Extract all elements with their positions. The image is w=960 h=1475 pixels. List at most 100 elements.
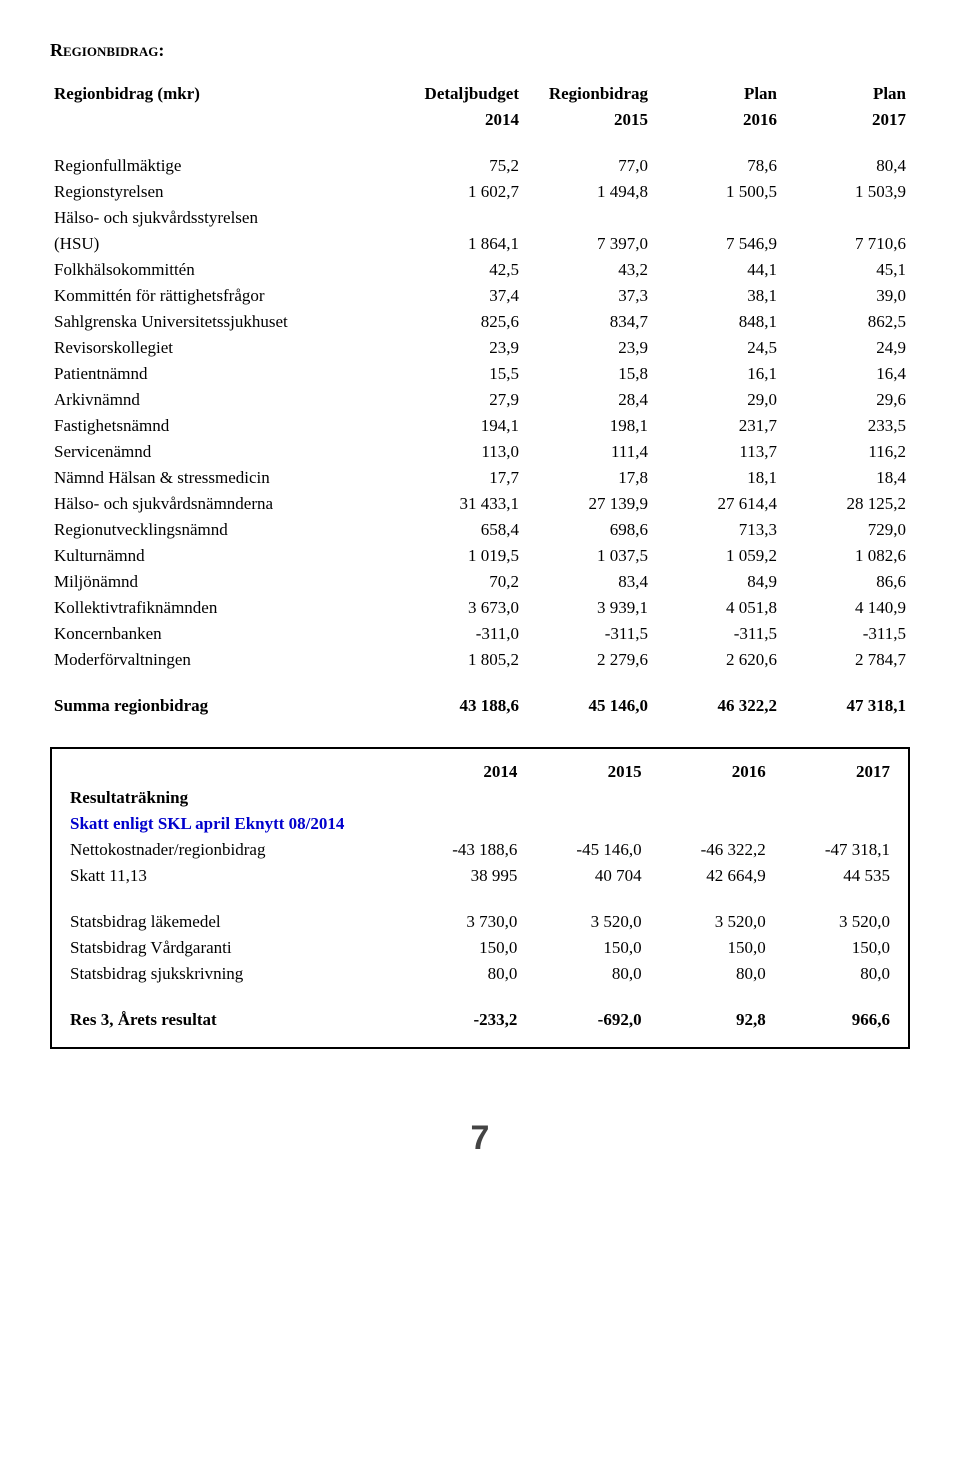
row-label: Regionfullmäktige — [50, 153, 394, 179]
row-value: 77,0 — [523, 153, 652, 179]
row-value: 27 614,4 — [652, 491, 781, 517]
row-value: 38,1 — [652, 283, 781, 309]
row-label: Hälso- och sjukvårdsnämnderna — [50, 491, 394, 517]
sum-v0: 43 188,6 — [394, 693, 523, 719]
row-label: Moderförvaltningen — [50, 647, 394, 673]
row-value: -43 188,6 — [397, 837, 521, 863]
page-number: 7 — [50, 1119, 910, 1158]
row-value: 3 939,1 — [523, 595, 652, 621]
row-value: 233,5 — [781, 413, 910, 439]
sum-v1: 45 146,0 — [523, 693, 652, 719]
table-row: Folkhälsokommittén42,543,244,145,1 — [50, 257, 910, 283]
header-col-2b: 2015 — [523, 107, 652, 133]
resultat-heading-row: Resultaträkning — [66, 785, 894, 811]
row-value: -311,5 — [781, 621, 910, 647]
row-value: 1 500,5 — [652, 179, 781, 205]
row-value: 150,0 — [397, 935, 521, 961]
row-label: Sahlgrenska Universitetssjukhuset — [50, 309, 394, 335]
row-value: 39,0 — [781, 283, 910, 309]
row-value: 2 620,6 — [652, 647, 781, 673]
row-value: 18,4 — [781, 465, 910, 491]
row-value: 80,0 — [770, 961, 894, 987]
row-value: -47 318,1 — [770, 837, 894, 863]
row-value: 29,0 — [652, 387, 781, 413]
row-label: Folkhälsokommittén — [50, 257, 394, 283]
row-value: 42 664,9 — [646, 863, 770, 889]
row-value: 37,4 — [394, 283, 523, 309]
row-value: 28 125,2 — [781, 491, 910, 517]
year-1: 2015 — [521, 759, 645, 785]
row-value: 17,7 — [394, 465, 523, 491]
row-value: -46 322,2 — [646, 837, 770, 863]
row-value: 28,4 — [523, 387, 652, 413]
header-col-1a: Detaljbudget — [394, 81, 523, 107]
table-row: Arkivnämnd27,928,429,029,6 — [50, 387, 910, 413]
row-value: -311,0 — [394, 621, 523, 647]
row-value: 27,9 — [394, 387, 523, 413]
header-col-3b: 2016 — [652, 107, 781, 133]
result-v1: -692,0 — [521, 1007, 645, 1033]
row-value — [781, 205, 910, 231]
result-label: Res 3, Årets resultat — [66, 1007, 397, 1033]
row-value: 78,6 — [652, 153, 781, 179]
table-row: (HSU)1 864,17 397,07 546,97 710,6 — [50, 231, 910, 257]
row-value: 70,2 — [394, 569, 523, 595]
row-value: 825,6 — [394, 309, 523, 335]
row-value — [652, 205, 781, 231]
row-value: 713,3 — [652, 517, 781, 543]
row-value: 698,6 — [523, 517, 652, 543]
table-row: Nettokostnader/regionbidrag-43 188,6-45 … — [66, 837, 894, 863]
row-value: 38 995 — [397, 863, 521, 889]
table-row: Patientnämnd15,515,816,116,4 — [50, 361, 910, 387]
sum-v3: 47 318,1 — [781, 693, 910, 719]
header-col-3a: Plan — [652, 81, 781, 107]
row-value: 75,2 — [394, 153, 523, 179]
result-row: Res 3, Årets resultat -233,2 -692,0 92,8… — [66, 1007, 894, 1033]
row-value: 1 019,5 — [394, 543, 523, 569]
table-row: Statsbidrag Vårdgaranti150,0150,0150,015… — [66, 935, 894, 961]
table-row: Regionutvecklingsnämnd658,4698,6713,3729… — [50, 517, 910, 543]
row-value: 42,5 — [394, 257, 523, 283]
row-value: 80,0 — [521, 961, 645, 987]
table-row: Hälso- och sjukvårdsnämnderna31 433,127 … — [50, 491, 910, 517]
row-value: 40 704 — [521, 863, 645, 889]
row-value: 44,1 — [652, 257, 781, 283]
row-label: Kollektivtrafiknämnden — [50, 595, 394, 621]
row-value: 150,0 — [521, 935, 645, 961]
row-label: Nettokostnader/regionbidrag — [66, 837, 397, 863]
table-row: Statsbidrag läkemedel3 730,03 520,03 520… — [66, 909, 894, 935]
sum-row: Summa regionbidrag 43 188,6 45 146,0 46 … — [50, 693, 910, 719]
row-label: Hälso- och sjukvårdsstyrelsen — [50, 205, 394, 231]
table-row: Regionfullmäktige75,277,078,680,4 — [50, 153, 910, 179]
header-col-4a: Plan — [781, 81, 910, 107]
table-row: Hälso- och sjukvårdsstyrelsen — [50, 205, 910, 231]
years-row: 2014 2015 2016 2017 — [66, 759, 894, 785]
row-label: Servicenämnd — [50, 439, 394, 465]
row-value: 7 546,9 — [652, 231, 781, 257]
row-value: 24,5 — [652, 335, 781, 361]
row-value: 29,6 — [781, 387, 910, 413]
row-value: 4 140,9 — [781, 595, 910, 621]
table-row: Miljönämnd70,283,484,986,6 — [50, 569, 910, 595]
row-value: 658,4 — [394, 517, 523, 543]
row-value: -45 146,0 — [521, 837, 645, 863]
row-label: Statsbidrag sjukskrivning — [66, 961, 397, 987]
row-value: 37,3 — [523, 283, 652, 309]
row-value: 43,2 — [523, 257, 652, 283]
row-label: Statsbidrag läkemedel — [66, 909, 397, 935]
row-value: 1 864,1 — [394, 231, 523, 257]
row-value: 1 082,6 — [781, 543, 910, 569]
skatt-line-row: Skatt enligt SKL april Eknytt 08/2014 — [66, 811, 894, 837]
row-value: 18,1 — [652, 465, 781, 491]
row-value: 23,9 — [523, 335, 652, 361]
table-row: Nämnd Hälsan & stressmedicin17,717,818,1… — [50, 465, 910, 491]
row-label: Regionutvecklingsnämnd — [50, 517, 394, 543]
row-value: 1 503,9 — [781, 179, 910, 205]
table-row: Kommittén för rättighetsfrågor37,437,338… — [50, 283, 910, 309]
row-value: 16,1 — [652, 361, 781, 387]
row-value: 848,1 — [652, 309, 781, 335]
table-row: Kollektivtrafiknämnden3 673,03 939,14 05… — [50, 595, 910, 621]
row-label: Skatt 11,13 — [66, 863, 397, 889]
row-value: 1 805,2 — [394, 647, 523, 673]
resultat-heading: Resultaträkning — [66, 785, 397, 811]
